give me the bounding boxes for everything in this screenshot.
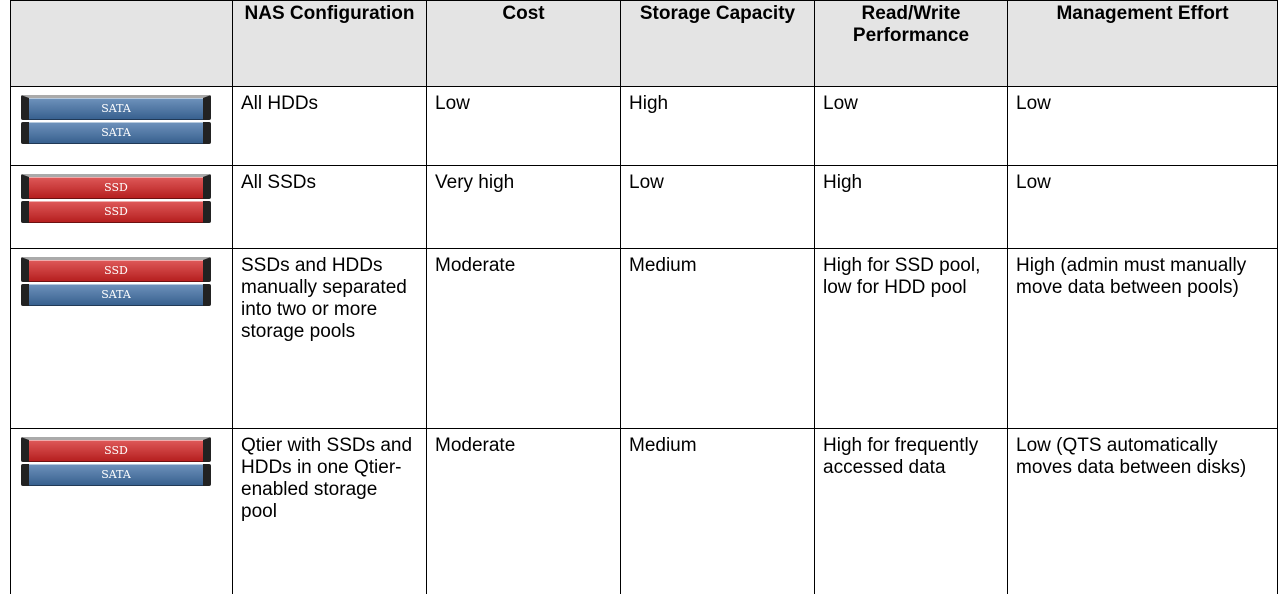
image-cell: SSD SATA <box>10 248 233 429</box>
header-cell: Cost <box>426 0 621 87</box>
cell: Medium <box>620 428 815 594</box>
cell: Low <box>620 165 815 249</box>
drive-unit: SATA <box>21 122 211 144</box>
cell: High <box>814 165 1008 249</box>
cell: Very high <box>426 165 621 249</box>
nas-image: SSD SATA <box>21 437 211 486</box>
image-cell: SATA SATA <box>10 86 233 166</box>
comparison-table: NAS Configuration Cost Storage Capacity Rea… <box>10 0 1278 594</box>
cell: High (admin must manually move data betw… <box>1007 248 1278 429</box>
cell: Moderate <box>426 428 621 594</box>
header-cell: Storage Capacity <box>620 0 815 87</box>
cell: Low <box>426 86 621 166</box>
drive-unit: SSD <box>21 437 211 462</box>
cell: All HDDs <box>232 86 427 166</box>
drive-unit: SATA <box>21 284 211 306</box>
drive-unit: SSD <box>21 201 211 223</box>
cell: Medium <box>620 248 815 429</box>
cell: All SSDs <box>232 165 427 249</box>
header-cell: Read/Write Performance <box>814 0 1008 87</box>
row: SSD SSD All SSDs Very high Low High Low <box>10 165 1278 249</box>
header-cell: Management Effort <box>1007 0 1278 87</box>
header-cell: NAS Configuration <box>232 0 427 87</box>
cell: High <box>620 86 815 166</box>
header-row: NAS Configuration Cost Storage Capacity Rea… <box>10 0 1278 87</box>
cell: SSDs and HDDs manually separated into tw… <box>232 248 427 429</box>
header-cell <box>10 0 233 87</box>
cell: Low <box>1007 86 1278 166</box>
nas-image: SSD SATA <box>21 257 211 306</box>
drive-unit: SATA <box>21 95 211 120</box>
cell: Low (QTS automatically moves data betwee… <box>1007 428 1278 594</box>
row: SATA SATA All HDDs Low High Low Low <box>10 86 1278 166</box>
nas-image: SATA SATA <box>21 95 211 144</box>
cell: High for SSD pool, low for HDD pool <box>814 248 1008 429</box>
drive-unit: SSD <box>21 257 211 282</box>
image-cell: SSD SSD <box>10 165 233 249</box>
cell: Low <box>1007 165 1278 249</box>
cell: Qtier with SSDs and HDDs in one Qtier-en… <box>232 428 427 594</box>
drive-unit: SATA <box>21 464 211 486</box>
row: SSD SATA SSDs and HDDs manually separated … <box>10 248 1278 429</box>
row: SSD SATA Qtier with SSDs and HDDs in one Q… <box>10 428 1278 594</box>
cell: Moderate <box>426 248 621 429</box>
drive-unit: SSD <box>21 174 211 199</box>
nas-image: SSD SSD <box>21 174 211 223</box>
image-cell: SSD SATA <box>10 428 233 594</box>
cell: High for frequently accessed data <box>814 428 1008 594</box>
cell: Low <box>814 86 1008 166</box>
